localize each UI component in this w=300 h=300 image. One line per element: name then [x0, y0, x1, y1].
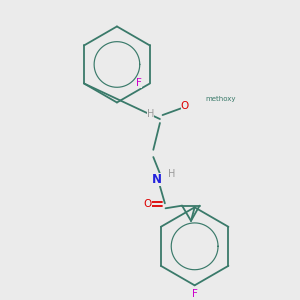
Text: N: N [152, 173, 162, 186]
Text: H: H [147, 109, 154, 119]
Text: methoxy: methoxy [205, 95, 236, 101]
Text: O: O [181, 101, 189, 111]
Text: F: F [192, 289, 198, 299]
Text: H: H [168, 169, 175, 178]
Text: F: F [136, 79, 142, 88]
Text: O: O [144, 199, 152, 209]
